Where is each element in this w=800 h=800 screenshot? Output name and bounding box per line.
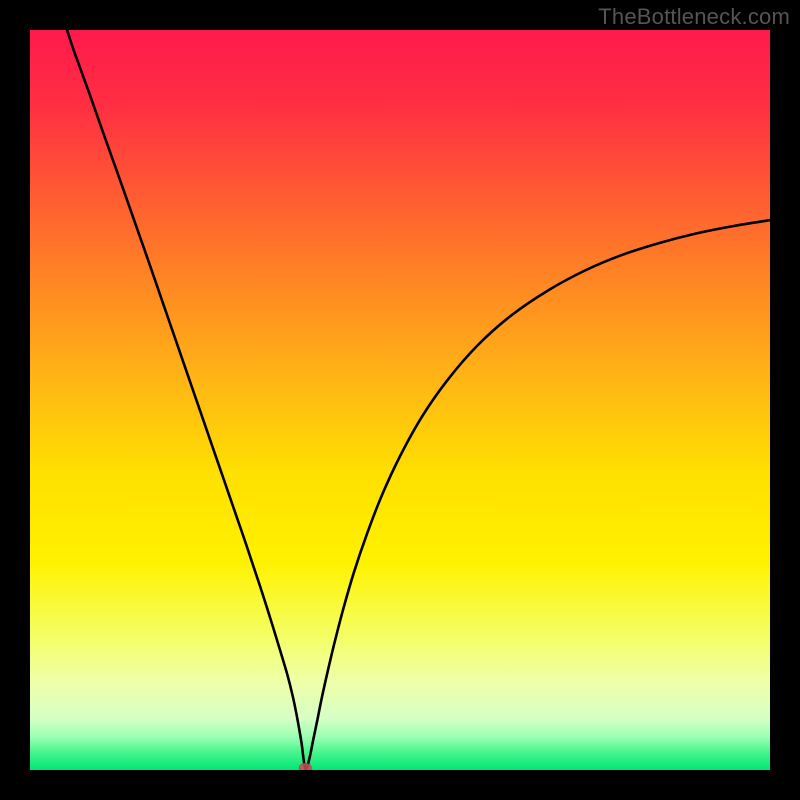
watermark-text: TheBottleneck.com (598, 4, 790, 30)
chart-container: TheBottleneck.com (0, 0, 800, 800)
chart-plot-area (30, 30, 770, 770)
bottleneck-chart (0, 0, 800, 800)
